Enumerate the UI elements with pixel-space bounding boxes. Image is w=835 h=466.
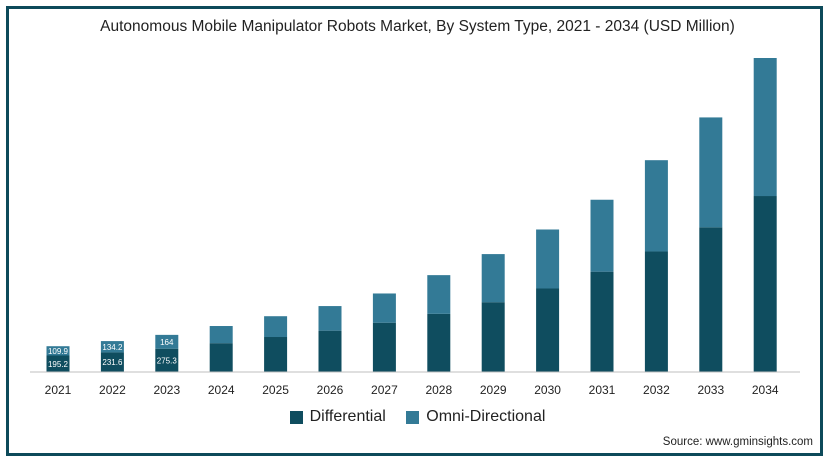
bar-differential-2028: [427, 313, 451, 372]
legend-swatch-differential: [289, 410, 303, 424]
bar-differential-2025: [264, 337, 288, 372]
x-tick-label-2031: 2031: [589, 383, 616, 397]
x-tick-label-2032: 2032: [643, 383, 670, 397]
bar-omni-directional-2034: [753, 58, 777, 197]
x-tick-label-2021: 2021: [45, 383, 72, 397]
bar-omni-directional-2025: [264, 316, 288, 338]
legend-item-differential: Differential: [289, 408, 386, 426]
bar-differential-2024: [209, 343, 233, 372]
bar-omni-directional-2031: [590, 199, 614, 272]
data-label-differential-2022: 231.6: [102, 358, 123, 367]
data-label-omni-directional-2022: 134.2: [102, 343, 123, 352]
bar-omni-directional-2021: [46, 346, 70, 356]
data-label-differential-2023: 275.3: [157, 356, 178, 365]
x-tick-label-2027: 2027: [371, 383, 398, 397]
x-tick-label-2030: 2030: [534, 383, 561, 397]
x-tick-label-2025: 2025: [262, 383, 289, 397]
legend: Differential Omni-Directional: [0, 408, 835, 429]
bar-differential-2033: [699, 227, 723, 372]
x-tick-label-2029: 2029: [480, 383, 507, 397]
x-tick-label-2028: 2028: [425, 383, 452, 397]
bar-differential-2032: [644, 251, 668, 372]
bar-differential-2023: [155, 348, 179, 372]
bar-omni-directional-2026: [318, 306, 342, 331]
bar-differential-2026: [318, 330, 342, 372]
chart-frame: [6, 6, 823, 456]
bar-differential-2034: [753, 196, 777, 372]
x-tick-label-2024: 2024: [208, 383, 235, 397]
bar-omni-directional-2030: [536, 229, 560, 289]
x-tick-label-2026: 2026: [317, 383, 344, 397]
bar-differential-2031: [590, 271, 614, 372]
bar-omni-directional-2032: [644, 160, 668, 252]
source-note: Source: www.gminsights.com: [662, 436, 813, 448]
legend-label-differential: Differential: [309, 408, 386, 425]
x-tick-label-2023: 2023: [153, 383, 180, 397]
bar-omni-directional-2023: [155, 334, 179, 349]
bar-omni-directional-2029: [481, 254, 505, 303]
bar-differential-2022: [100, 352, 124, 372]
bar-omni-directional-2022: [100, 341, 124, 353]
data-label-omni-directional-2023: 164: [160, 338, 174, 347]
chart-title: Autonomous Mobile Manipulator Robots Mar…: [100, 18, 735, 35]
legend-label-omni-directional: Omni-Directional: [426, 408, 546, 425]
bar-differential-2027: [372, 322, 396, 372]
x-tick-label-2033: 2033: [697, 383, 724, 397]
bar-differential-2030: [536, 288, 560, 372]
data-label-differential-2021: 195.2: [48, 360, 69, 369]
bar-differential-2029: [481, 302, 505, 372]
bar-omni-directional-2024: [209, 326, 233, 344]
x-tick-label-2022: 2022: [99, 383, 126, 397]
bar-differential-2021: [46, 355, 70, 372]
legend-swatch-omni-directional: [406, 410, 420, 424]
bar-omni-directional-2027: [372, 293, 396, 323]
bar-omni-directional-2033: [699, 117, 723, 228]
x-tick-label-2034: 2034: [752, 383, 779, 397]
data-label-omni-directional-2021: 109.9: [48, 347, 69, 356]
legend-item-omni-directional: Omni-Directional: [406, 408, 545, 426]
bar-omni-directional-2028: [427, 275, 451, 314]
